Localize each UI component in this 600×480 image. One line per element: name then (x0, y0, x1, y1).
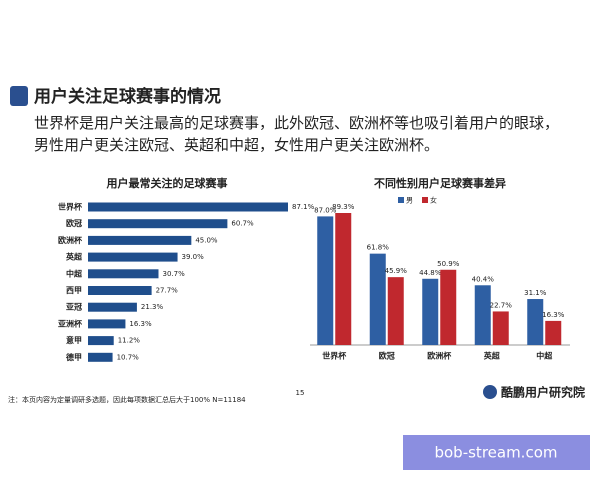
value-label: 39.0% (182, 253, 205, 261)
y-tick-label: 欧洲杯 (58, 235, 83, 245)
value-label: 87.1% (292, 203, 315, 211)
bar (88, 352, 113, 362)
x-tick-label: 欧洲杯 (427, 351, 452, 361)
value-label: 60.7% (231, 220, 254, 228)
value-label: 44.8% (419, 269, 442, 277)
value-label: 16.3% (129, 320, 152, 328)
bar (88, 302, 137, 312)
bar (387, 277, 404, 345)
slide-title: 用户关注足球赛事的情况 (34, 86, 221, 107)
bar (440, 269, 457, 345)
value-label: 11.2% (118, 337, 141, 345)
legend-swatch (422, 197, 428, 203)
bar (527, 299, 544, 345)
value-label: 45.0% (195, 236, 218, 244)
value-label: 40.4% (472, 275, 495, 283)
bar (492, 311, 509, 345)
title-icon (10, 86, 28, 106)
x-tick-label: 欧冠 (379, 351, 395, 361)
bar (335, 213, 352, 345)
bar (88, 202, 288, 212)
bar (474, 285, 491, 345)
bar (88, 235, 192, 245)
y-tick-label: 中超 (66, 268, 83, 278)
watermark: bob-stream.com (434, 444, 557, 462)
chart-title: 不同性别用户足球赛事差异 (374, 176, 506, 190)
value-label: 45.9% (385, 267, 408, 275)
value-label: 10.7% (117, 353, 140, 361)
chart-title: 用户最常关注的足球赛事 (107, 176, 228, 190)
bar (369, 253, 386, 345)
value-label: 50.9% (437, 260, 460, 268)
bar (88, 269, 159, 279)
value-label: 30.7% (162, 270, 185, 278)
bar (88, 336, 114, 346)
bar (88, 252, 178, 262)
y-tick-label: 世界杯 (58, 202, 83, 212)
x-tick-label: 中超 (536, 351, 553, 361)
y-tick-label: 德甲 (66, 352, 82, 362)
value-label: 21.3% (141, 303, 164, 311)
y-tick-label: 亚冠 (66, 303, 82, 312)
value-label: 87.0% (314, 206, 337, 214)
bar (422, 278, 439, 345)
bar (317, 216, 334, 345)
bar (545, 320, 562, 345)
footnote: 注：本页内容为定量调研多选题，因此每项数据汇总后大于100% N=11184 (8, 395, 246, 404)
value-label: 27.7% (156, 287, 179, 295)
watermark-box (403, 435, 590, 470)
bar (88, 286, 152, 295)
y-tick-label: 英超 (65, 252, 83, 262)
x-tick-label: 英超 (483, 351, 501, 361)
y-tick-label: 西甲 (66, 286, 82, 295)
y-tick-label: 意甲 (66, 335, 82, 345)
y-tick-label: 欧冠 (66, 218, 82, 228)
value-label: 16.3% (542, 311, 565, 319)
logo-text: 酷鹏用户研究院 (501, 385, 585, 400)
x-tick-label: 世界杯 (322, 351, 347, 361)
y-tick-label: 亚洲杯 (58, 318, 83, 328)
legend-label: 女 (430, 196, 437, 205)
bar (88, 219, 228, 229)
description: 世界杯是用户关注最高的足球赛事，此外欧冠、欧洲杯等也吸引着用户的眼球，男性用户更… (34, 114, 560, 154)
bar (88, 319, 126, 329)
legend-swatch (398, 197, 404, 203)
logo-icon (483, 385, 497, 399)
page-number: 15 (296, 389, 305, 397)
value-label: 31.1% (524, 289, 547, 297)
value-label: 61.8% (367, 244, 390, 252)
value-label: 89.3% (332, 203, 355, 211)
legend-label: 男 (406, 197, 413, 205)
value-label: 22.7% (490, 301, 513, 309)
